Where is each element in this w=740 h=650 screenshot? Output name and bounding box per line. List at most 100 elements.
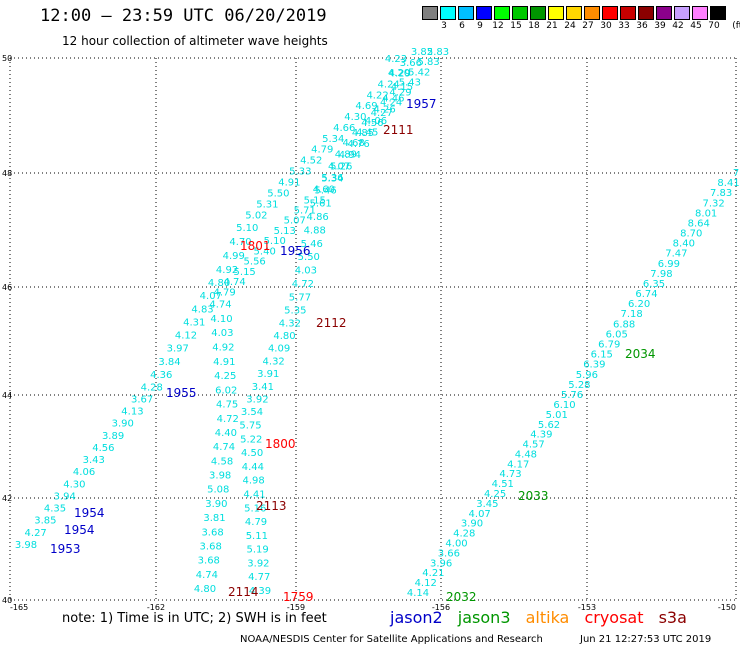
pass-time-label: 2034 bbox=[625, 347, 656, 361]
swh-value: 4.80 bbox=[194, 584, 216, 595]
swh-value: 4.32 bbox=[279, 318, 301, 329]
swh-value: 5.62 bbox=[538, 420, 560, 431]
swh-value: 4.15 bbox=[391, 82, 413, 93]
swh-value: 5.50 bbox=[267, 189, 289, 200]
swh-value: 4.07 bbox=[469, 509, 491, 520]
legend-swatch bbox=[494, 6, 510, 20]
swh-value: 3.94 bbox=[54, 491, 76, 502]
pass-time-label: 2032 bbox=[446, 590, 477, 604]
swh-value: 8.70 bbox=[680, 229, 702, 240]
swh-value: 5.07 bbox=[284, 216, 306, 227]
swh-value: 4.68 bbox=[342, 138, 364, 149]
swh-value: 4.41 bbox=[243, 490, 265, 501]
swh-value: 4.69 bbox=[355, 101, 377, 112]
legend-label: 24 bbox=[564, 21, 576, 31]
swh-value: 5.36 bbox=[321, 173, 343, 184]
swh-value: 4.17 bbox=[507, 459, 529, 470]
satellite-jason3: jason3 bbox=[457, 608, 511, 627]
legend-label: 15 bbox=[510, 21, 522, 31]
swh-value: 4.12 bbox=[175, 331, 197, 342]
swh-value: 5.56 bbox=[244, 257, 266, 268]
swh-value: 4.20 bbox=[388, 68, 410, 79]
pass-time-label: 1953 bbox=[50, 542, 81, 556]
legend-swatch bbox=[692, 6, 708, 20]
legend-label: 6 bbox=[459, 21, 465, 31]
swh-value: 4.76 bbox=[347, 139, 369, 150]
swh-value: 4.85 bbox=[352, 128, 374, 139]
swh-value: 4.60 bbox=[313, 184, 335, 195]
swh-value: 3.90 bbox=[461, 519, 483, 530]
legend-label: 45 bbox=[690, 21, 702, 31]
satellite-jason2: jason2 bbox=[390, 608, 443, 627]
swh-value: 4.74 bbox=[224, 277, 246, 288]
pass-time-label: 2111 bbox=[383, 123, 414, 137]
swh-value: 4.27 bbox=[371, 108, 393, 119]
swh-value: 3.41 bbox=[252, 382, 274, 393]
satellite-altika: altika bbox=[525, 608, 570, 627]
swh-value: 4.21 bbox=[422, 568, 444, 579]
legend-swatch bbox=[548, 6, 564, 20]
swh-value: 4.03 bbox=[295, 266, 317, 277]
swh-value: 5.43 bbox=[399, 77, 421, 88]
legend-swatch bbox=[422, 6, 438, 20]
swh-value: 6.20 bbox=[628, 299, 650, 310]
swh-value: 3.68 bbox=[200, 541, 222, 552]
swh-value: 3.96 bbox=[430, 558, 452, 569]
swh-value: 4.83 bbox=[191, 304, 213, 315]
legend-label: 27 bbox=[582, 21, 594, 31]
legend-swatch bbox=[440, 6, 456, 20]
swh-value: 3.92 bbox=[246, 395, 268, 406]
swh-value: 4.10 bbox=[210, 314, 232, 325]
swh-value: 3.98 bbox=[15, 540, 37, 551]
swh-value: 5.22 bbox=[240, 434, 262, 445]
swh-value: 5.34 bbox=[321, 174, 343, 185]
swh-value: 5.02 bbox=[245, 211, 267, 222]
swh-value: 4.25 bbox=[214, 371, 236, 382]
pass-time-label: 1957 bbox=[406, 97, 437, 111]
lon-tick-label: -156 bbox=[432, 603, 450, 612]
swh-value: 4.91 bbox=[278, 178, 300, 189]
legend-swatch bbox=[656, 6, 672, 20]
swh-value: 7 bbox=[733, 168, 739, 179]
lat-tick-label: 40 bbox=[2, 596, 12, 605]
swh-value: 4.07 bbox=[200, 291, 222, 302]
legend-swatch bbox=[674, 6, 690, 20]
lon-tick-label: -162 bbox=[147, 603, 165, 612]
swh-value: 8.64 bbox=[688, 218, 710, 229]
pass-time-label: 1800 bbox=[265, 437, 296, 451]
swh-value: 4.25 bbox=[484, 489, 506, 500]
swh-value: 4.56 bbox=[92, 443, 114, 454]
swh-value: 5.83 bbox=[417, 57, 439, 68]
swh-value: 3.45 bbox=[476, 499, 498, 510]
swh-value: 6.99 bbox=[658, 259, 680, 270]
swh-value: 4.72 bbox=[292, 279, 314, 290]
swh-value: 4.98 bbox=[243, 476, 265, 487]
swh-value: 5.42 bbox=[408, 67, 430, 78]
legend-label: 33 bbox=[618, 21, 630, 31]
swh-value: 5.08 bbox=[207, 485, 229, 496]
swh-value: 5.50 bbox=[298, 252, 320, 263]
swh-value: 4.92 bbox=[216, 265, 238, 276]
swh-value: 6.79 bbox=[598, 339, 620, 350]
swh-value: 4.06 bbox=[365, 116, 387, 127]
lon-tick-label: -159 bbox=[287, 603, 305, 612]
swh-value: 4.07 bbox=[328, 162, 350, 173]
swh-value: 4.35 bbox=[44, 504, 66, 515]
swh-value: 5.15 bbox=[304, 195, 326, 206]
lat-tick-label: 44 bbox=[2, 391, 12, 400]
legend-swatch bbox=[512, 6, 528, 20]
swh-value: 4.36 bbox=[150, 370, 172, 381]
swh-value: 3.81 bbox=[203, 513, 225, 524]
swh-value: 3.84 bbox=[158, 357, 180, 368]
footer-org: NOAA/NESDIS Center for Satellite Applica… bbox=[240, 634, 543, 645]
swh-value: 5.75 bbox=[239, 421, 261, 432]
swh-value: 6.39 bbox=[583, 360, 605, 371]
pass-time-label: 1954 bbox=[64, 523, 95, 537]
swh-value: 5.01 bbox=[546, 410, 568, 421]
legend-label: 39 bbox=[654, 21, 666, 31]
swh-value: 4.03 bbox=[211, 328, 233, 339]
map-title: 12:00 – 23:59 UTC 06/20/2019 bbox=[40, 6, 327, 26]
footer: NOAA/NESDIS Center for Satellite Applica… bbox=[240, 634, 711, 645]
